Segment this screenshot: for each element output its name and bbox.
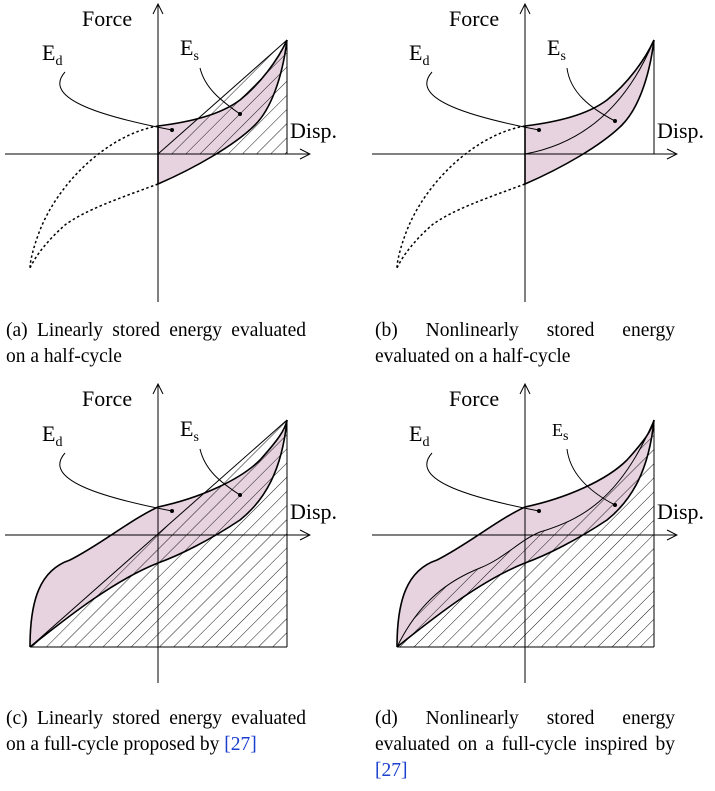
panel-a-disp-label: Disp. [290,118,337,143]
panel-b-diagram: Force Disp. Ed Es [372,4,704,302]
caption-c-reference-link[interactable]: [27] [224,734,257,755]
panel-a-force-label: Force [82,6,132,31]
caption-c: (c) Linearly stored energy evaluated on … [6,708,306,755]
panel-a-ed-label: Ed [42,40,62,69]
panel-b-es-label: Es [547,35,566,64]
panel-d-es-label: Es [552,420,568,444]
panel-c-disp-label: Disp. [290,499,337,524]
panel-d-stored-area [397,420,654,647]
panel-b-disp-label: Disp. [657,118,704,143]
panel-d-ed-label: Ed [409,421,429,450]
panel-b-ed-label: Ed [409,40,429,69]
caption-b: (b) Nonlinearly stored energy evaluated … [375,320,675,367]
panel-d-disp-label: Disp. [657,499,704,524]
caption-d-reference-link[interactable]: [27] [375,760,408,781]
panel-b-force-label: Force [449,6,499,31]
panel-c-force-label: Force [82,386,132,411]
caption-a: (a) Linearly stored energy evaluated on … [6,320,306,367]
panel-c-diagram: Force Disp. Ed Es [5,384,337,683]
panel-c-es-label: Es [180,416,199,445]
panel-d-diagram: Force Disp. Ed Es [372,384,704,683]
panel-c-ed-label: Ed [42,421,62,450]
panel-a-es-label: Es [180,35,199,64]
panel-a-diagram: Force Disp. Ed Es [5,4,337,302]
panel-d-force-label: Force [449,386,499,411]
panel-b-dissipated-area [525,40,654,184]
caption-d: (d) Nonlinearly stored energy evaluated … [375,708,675,781]
